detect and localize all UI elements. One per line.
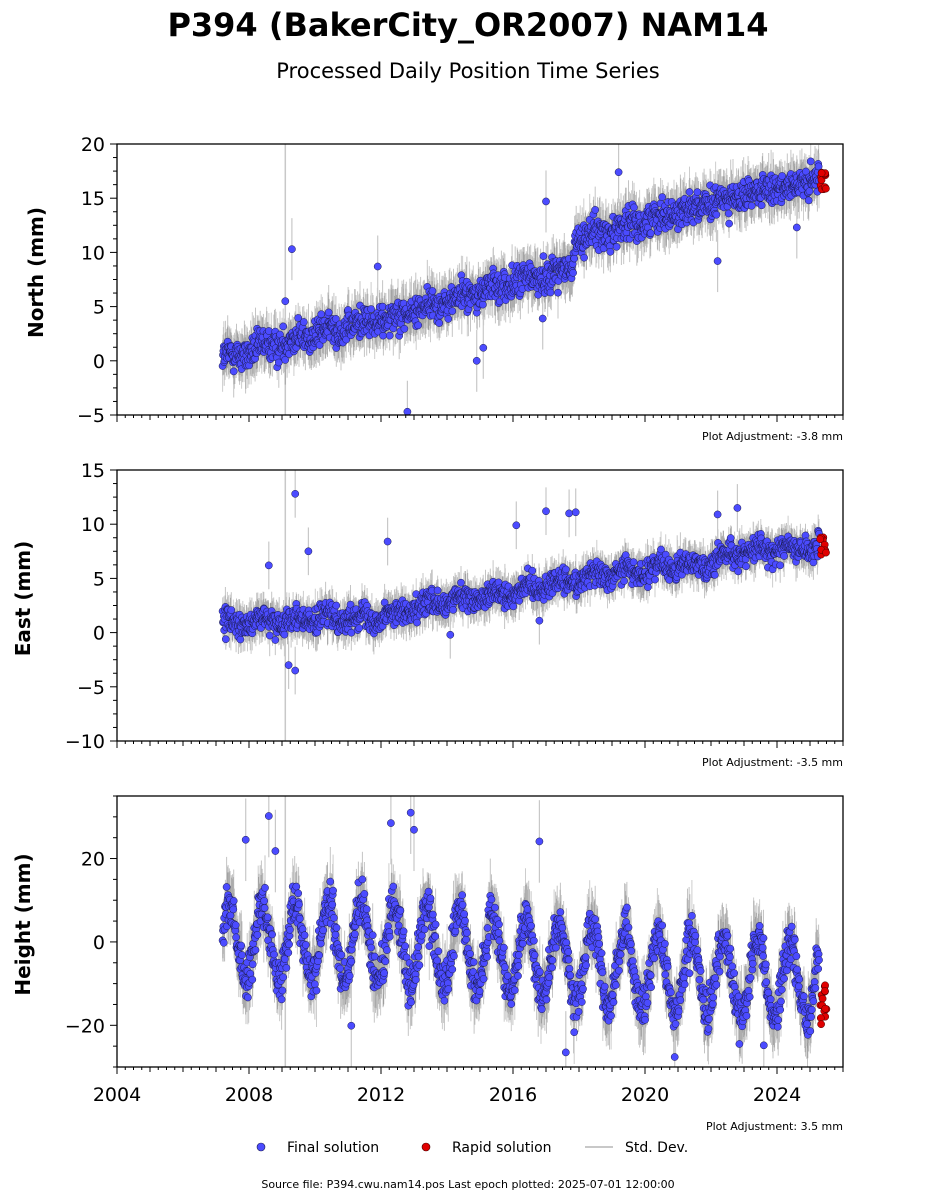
final-solution-point (271, 636, 280, 644)
final-solution-point (229, 367, 238, 376)
final-solution-points (218, 489, 823, 675)
final-solution-point (317, 310, 326, 319)
std-dev-bars (222, 470, 820, 741)
y-tick-label: 10 (81, 242, 105, 264)
final-solution-point (385, 331, 394, 340)
final-solution-point (612, 242, 621, 251)
final-solution-point (805, 187, 814, 196)
final-solution-points (218, 157, 823, 416)
final-solution-point (685, 188, 694, 196)
rapid-solution-points (816, 168, 830, 194)
final-solution-point (792, 223, 801, 232)
final-solution-point (435, 319, 444, 327)
chart-subtitle: Processed Daily Position Time Series (276, 59, 660, 83)
final-solution-point (378, 302, 387, 311)
final-solution-point (606, 247, 615, 256)
y-tick-label: −5 (77, 405, 105, 427)
final-solution-point (444, 315, 453, 323)
y-axis-label: North (mm) (24, 207, 48, 338)
final-solution-point (591, 206, 600, 214)
final-solution-point (725, 219, 733, 228)
final-solution-point (472, 356, 481, 365)
final-solution-point (379, 331, 387, 340)
y-tick-label: 15 (81, 188, 105, 210)
final-solution-point (367, 305, 375, 313)
y-tick-label: 20 (81, 134, 105, 156)
final-solution-point (713, 257, 722, 265)
final-solution-point (614, 168, 623, 177)
final-solution-point (236, 635, 245, 644)
final-solution-point (804, 196, 813, 205)
final-solution-point (315, 341, 324, 349)
final-solution-point (569, 268, 577, 277)
final-solution-point (294, 314, 303, 322)
rapid-solution-point (817, 169, 826, 177)
final-solution-point (580, 253, 588, 262)
final-solution-point (428, 287, 437, 295)
north-panel: −5 0 5 10 15 20 North (mm) (24, 134, 844, 427)
final-solution-point (414, 321, 423, 330)
final-solution-point (806, 157, 815, 166)
final-solution-point (478, 300, 487, 309)
final-solution-point (658, 193, 667, 201)
final-solution-point (570, 254, 579, 263)
final-solution-point (554, 288, 562, 297)
final-solution-point (221, 635, 230, 644)
final-solution-point (403, 407, 412, 416)
final-solution-point (630, 203, 638, 212)
final-solution-point (400, 324, 409, 333)
final-solution-point (227, 606, 236, 614)
final-solution-point (332, 601, 341, 610)
final-solution-point (693, 188, 702, 196)
final-solution-point (539, 252, 548, 260)
chart-title: P394 (BakerCity_OR2007) NAM14 (167, 6, 768, 44)
final-solution-point (747, 201, 756, 210)
final-solution-point (712, 210, 721, 219)
final-solution-point (332, 315, 340, 323)
final-solution-point (778, 172, 786, 180)
final-solution-point (646, 229, 655, 238)
final-solution-point (279, 322, 288, 331)
final-solution-point (281, 297, 290, 306)
final-solution-point (280, 630, 289, 639)
final-solution-point (288, 245, 296, 253)
y-tick-label: 5 (93, 297, 105, 319)
final-solution-point (373, 262, 382, 271)
rapid-solution-point (822, 184, 830, 193)
final-solution-point (324, 308, 333, 317)
final-solution-point (281, 356, 290, 364)
final-solution-point (757, 201, 766, 210)
final-solution-point (546, 288, 555, 297)
final-solution-point (542, 197, 550, 206)
final-solution-point (538, 314, 547, 323)
final-solution-point (479, 343, 488, 352)
y-tick-label: 0 (93, 351, 105, 373)
final-solution-point (448, 307, 457, 315)
final-solution-point (724, 209, 733, 218)
final-solution-point (299, 318, 308, 326)
